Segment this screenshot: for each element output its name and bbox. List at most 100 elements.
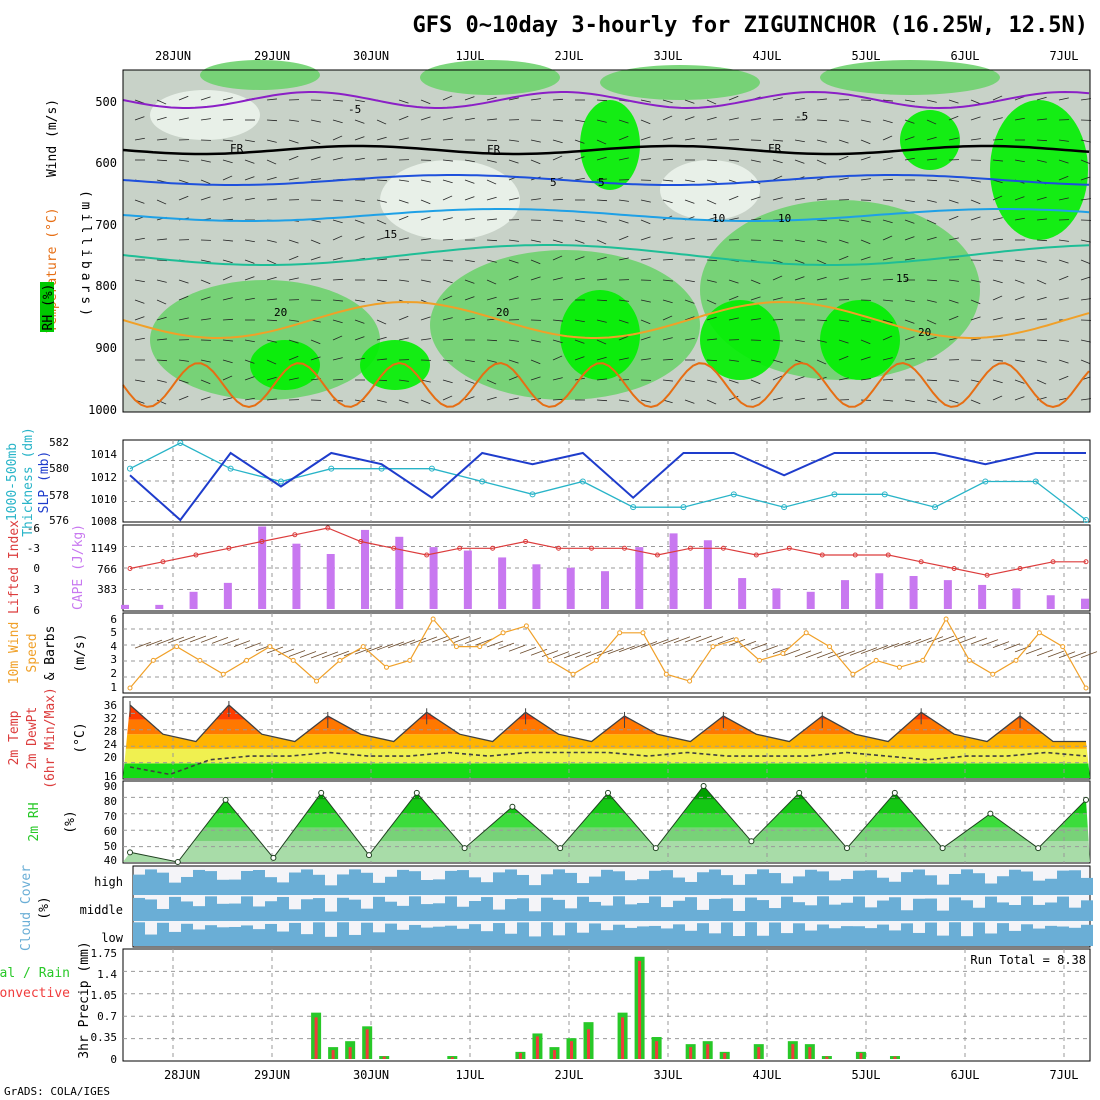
cloud-bar	[853, 870, 865, 895]
wind-speed-point	[547, 657, 553, 663]
wind-barb	[706, 138, 717, 141]
wind-barb	[860, 339, 871, 345]
precip-convective-bar	[808, 1047, 812, 1059]
rh-patch	[600, 65, 760, 100]
thickness-tick: 576	[49, 514, 69, 527]
wind-barb	[332, 157, 343, 161]
wind-barb	[662, 299, 673, 304]
wind-barb	[354, 336, 365, 341]
cloud-bar	[625, 927, 637, 946]
wind-speed-point	[244, 657, 250, 663]
wind-barb	[816, 139, 827, 143]
cloud-bar	[361, 908, 373, 921]
wind-barb	[156, 399, 167, 405]
wind-barb	[134, 237, 145, 241]
wind-barb	[1058, 359, 1069, 364]
bottom-date-axis: 28JUN 29JUN 30JUN 1JUL 2JUL 3JUL 4JUL 5J…	[164, 1068, 1079, 1082]
cloud-bar	[973, 873, 985, 895]
cape-tick: 383	[97, 583, 117, 596]
thickness-point	[630, 504, 637, 511]
cloud-bar	[529, 911, 541, 921]
cloud-bar	[901, 872, 913, 895]
rh-patch	[820, 300, 900, 380]
wind-barb	[420, 338, 431, 341]
cloud-bar	[757, 869, 769, 895]
lifted-index-point	[786, 545, 792, 551]
wind-barb	[772, 197, 783, 201]
wind-speed-point	[453, 644, 459, 650]
wind-barb	[926, 99, 937, 103]
wind-barb	[222, 159, 233, 164]
precip-tick: 1.4	[97, 968, 117, 981]
wind-barb	[948, 237, 959, 241]
wind-barb	[992, 359, 1003, 362]
top-date-axis: 28JUN 29JUN 30JUN 1JUL 2JUL 3JUL 4JUL 5J…	[155, 49, 1079, 63]
cape-bar	[395, 536, 404, 609]
pressure-tick: 800	[95, 279, 117, 293]
wind-barb	[574, 119, 585, 123]
wind-barb	[662, 179, 673, 182]
wind-barb	[618, 119, 629, 124]
wind-barb	[442, 379, 453, 384]
cloud-bar	[649, 896, 661, 921]
wind-barb	[332, 319, 343, 324]
wind-barb	[332, 119, 343, 124]
wind-barb	[882, 319, 893, 324]
wind-barb	[596, 319, 607, 323]
wind-barb	[200, 179, 211, 185]
wind-barb	[596, 299, 608, 302]
thickness-point	[529, 491, 536, 498]
wind-barb	[398, 237, 409, 241]
wind-barb	[926, 199, 937, 203]
wind-barb	[662, 99, 673, 104]
cloud-bar	[745, 922, 757, 946]
cloud-bar	[577, 932, 589, 946]
run-total-label: Run Total = 8.38	[970, 953, 1086, 967]
pressure-axis: 500 600 700 800 900 1000	[88, 95, 117, 417]
wind-barb	[508, 197, 519, 201]
cloud-bar	[505, 899, 517, 921]
cloud-bar	[1009, 904, 1021, 921]
wind-barb	[244, 197, 255, 201]
wind-barb	[970, 316, 981, 321]
lifted-index-point	[226, 545, 232, 551]
wind-barb	[596, 339, 607, 345]
rh-legend-swatch	[40, 282, 54, 332]
wind-barb	[596, 356, 607, 361]
wind-barb	[794, 259, 805, 264]
cloud-bar	[625, 880, 637, 895]
cloud-bar	[697, 923, 709, 946]
rh-point	[1035, 845, 1042, 852]
wind10-barb	[244, 642, 262, 650]
wind-barb	[772, 275, 783, 281]
precip-convective-bar	[689, 1047, 693, 1059]
rh-point	[748, 838, 755, 845]
wind-barb	[486, 339, 498, 342]
cloud-bar	[1057, 896, 1069, 921]
wind-barb	[662, 315, 673, 321]
cloud-bar	[385, 901, 397, 921]
wind-barb	[486, 396, 497, 401]
wind-barb	[772, 97, 783, 101]
rh-patch	[560, 290, 640, 380]
wind-barb	[750, 279, 761, 285]
wind-barb	[816, 319, 828, 322]
cloud-bar	[241, 896, 253, 921]
wind-barb	[992, 195, 1003, 201]
wind-barb	[618, 157, 629, 161]
wind-barb	[772, 375, 783, 381]
wind-barb	[684, 299, 695, 304]
cloud-bar	[721, 898, 733, 921]
cloud-bar	[973, 907, 985, 921]
cloud-bar	[709, 869, 721, 895]
cloud-bar	[1009, 930, 1021, 946]
cloud-bar	[913, 869, 925, 895]
wind-barb	[552, 198, 564, 201]
rh-point	[605, 789, 611, 796]
wind-barb	[1014, 159, 1025, 163]
wind-barb	[178, 159, 189, 162]
wind-barb	[574, 319, 585, 323]
wind10-barbs-label: & Barbs	[43, 626, 58, 681]
cloud-bar	[193, 906, 205, 921]
cloud-bar	[157, 872, 169, 895]
